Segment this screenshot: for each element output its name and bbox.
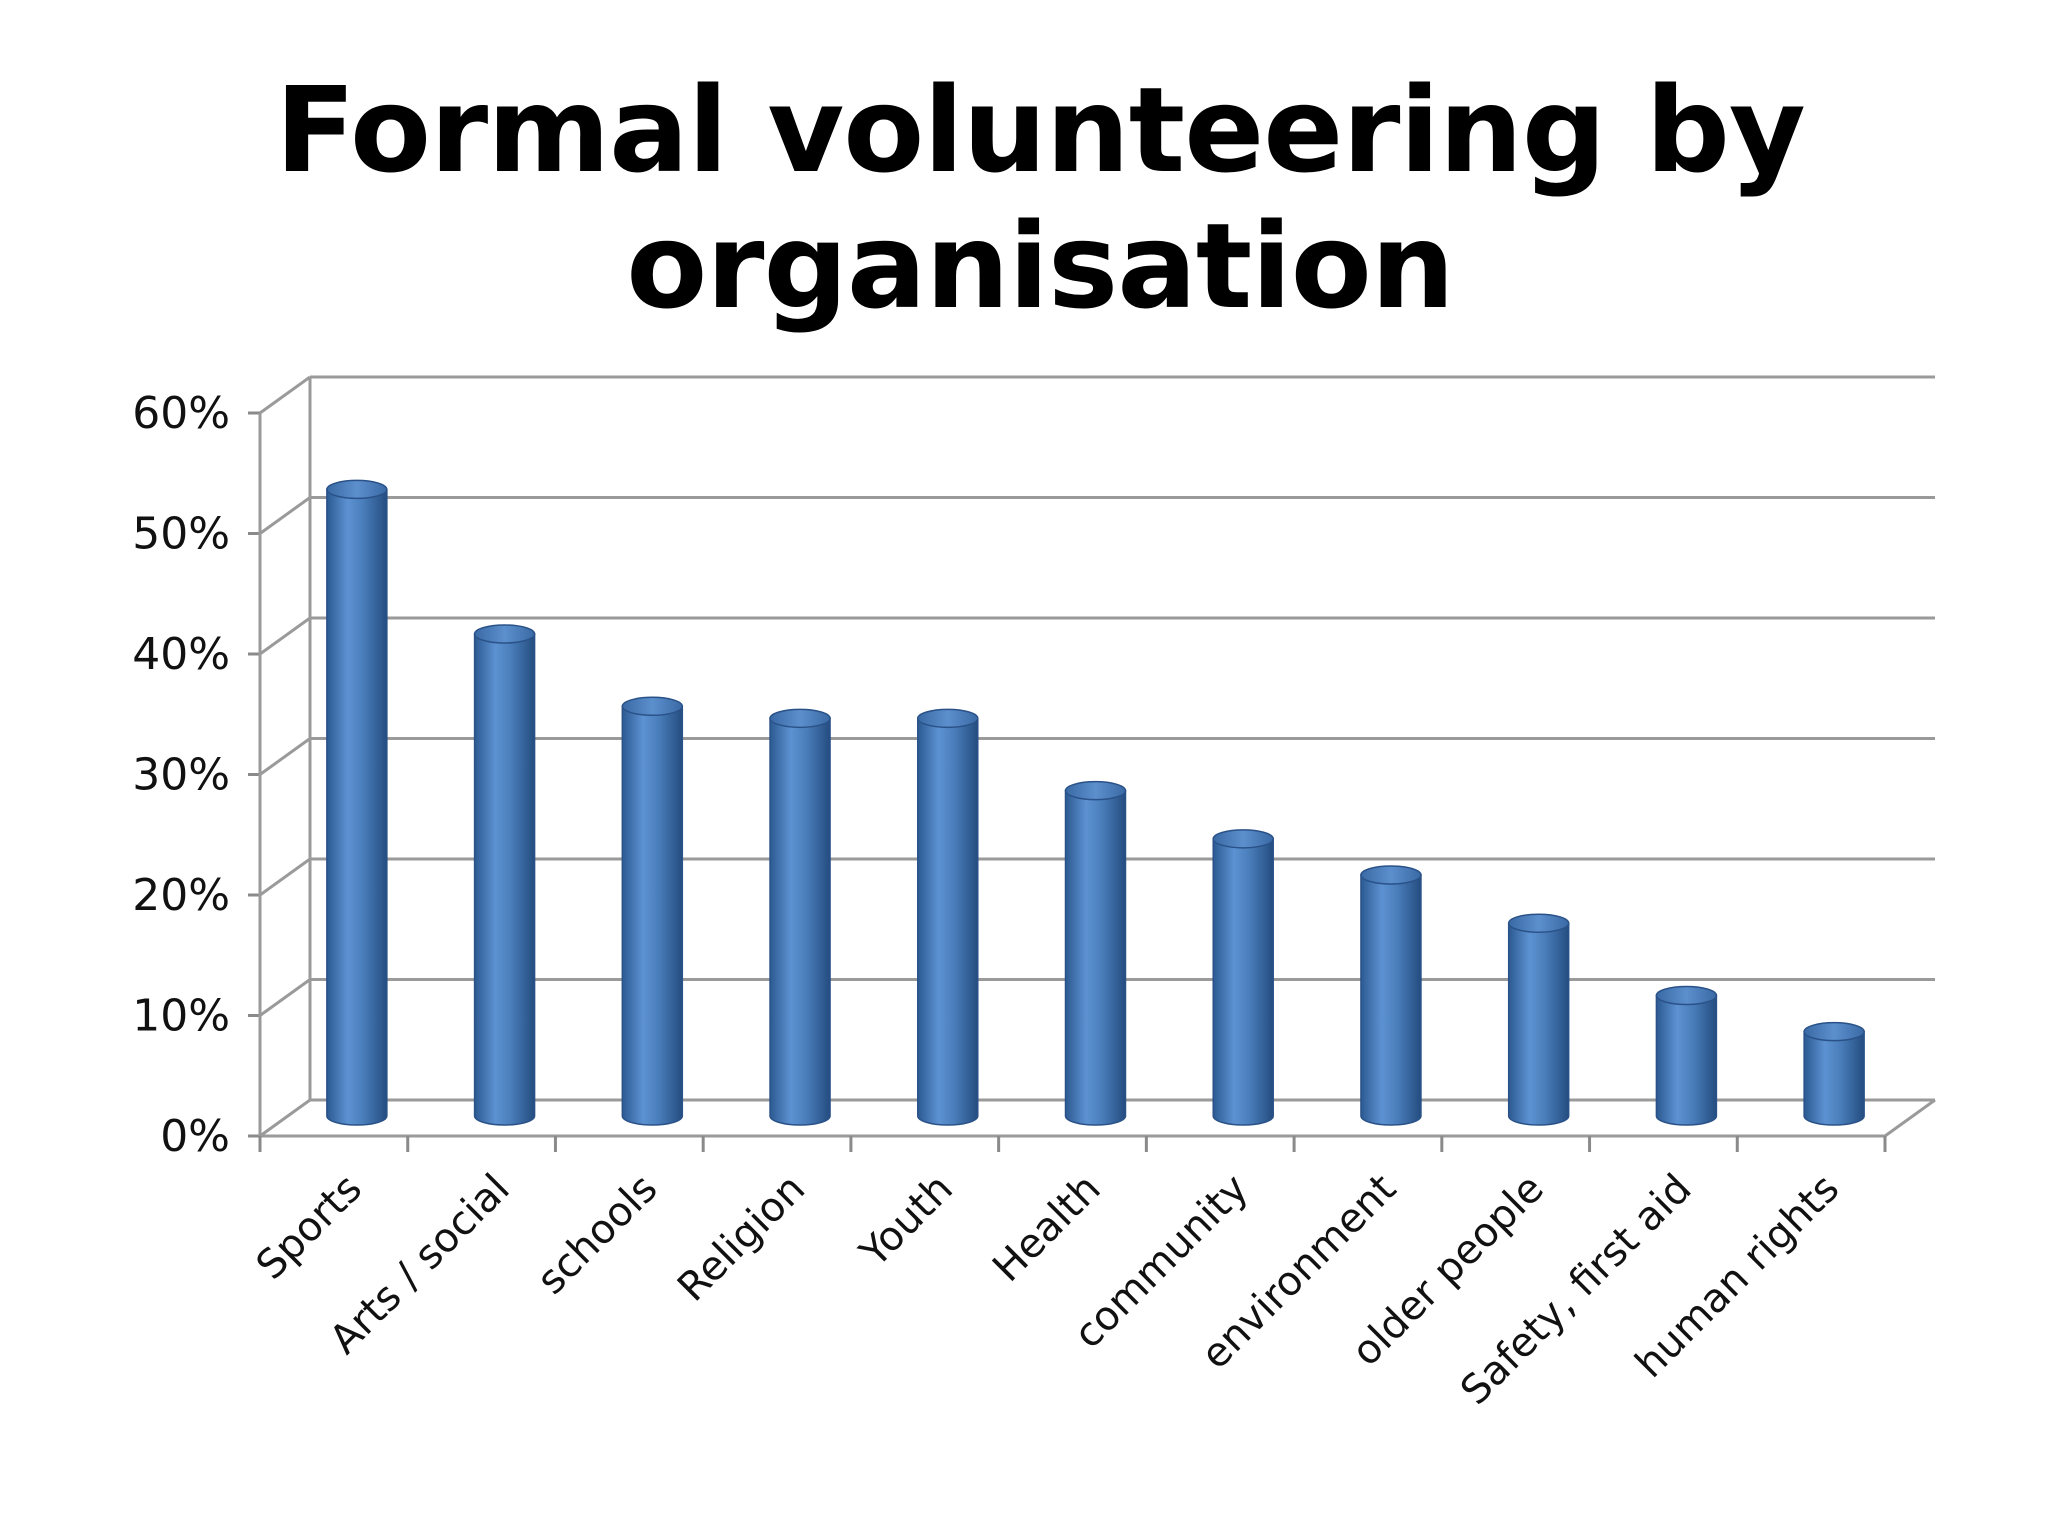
bar-top (473, 624, 536, 644)
gridline-connector (259, 616, 311, 656)
gridline-connector (259, 857, 311, 897)
bar-top (1655, 985, 1718, 1006)
bar-body (326, 488, 388, 1126)
bar (473, 624, 536, 1126)
gridline-connector (259, 496, 311, 535)
bar-top (1212, 829, 1274, 849)
bar-body (1803, 1030, 1865, 1126)
bars-layer (326, 479, 1865, 1126)
bar-body (473, 633, 536, 1126)
bar (326, 479, 388, 1126)
bar (1360, 865, 1422, 1126)
bar-top (1507, 913, 1570, 933)
x-category-label: Religion (669, 1166, 814, 1311)
gridline-connector (259, 737, 311, 776)
bar (1212, 829, 1274, 1126)
bar-body (1212, 838, 1274, 1126)
bar-top (769, 708, 831, 729)
bar-body (1360, 874, 1422, 1126)
bar-body (769, 717, 831, 1126)
gridline-connector (259, 375, 311, 415)
chart-title: Formal volunteering by organisation (275, 61, 1806, 335)
bar-body (1064, 789, 1127, 1126)
bar-body (1655, 994, 1718, 1126)
y-tick-label: 60% (132, 388, 230, 439)
bar-body (917, 717, 979, 1126)
x-category-label: Sports (248, 1166, 371, 1289)
bar (621, 696, 684, 1126)
x-category-label: schools (528, 1166, 666, 1304)
y-tick-label: 50% (132, 509, 230, 560)
bar (1507, 913, 1570, 1126)
bar-top (621, 696, 684, 717)
bar (769, 708, 831, 1126)
bar-body (621, 705, 684, 1126)
x-category-label: Health (984, 1166, 1109, 1291)
bar (1655, 985, 1718, 1126)
gridline-connector (259, 978, 311, 1017)
bar-top (1360, 865, 1422, 885)
bar (1064, 780, 1127, 1126)
y-tick-label: 30% (132, 750, 230, 801)
y-tick-label: 40% (132, 629, 230, 680)
y-tick-label: 20% (132, 870, 230, 921)
bar-body (1507, 922, 1570, 1126)
bar (1803, 1021, 1865, 1126)
bar-top (1803, 1021, 1865, 1042)
bar (917, 708, 979, 1126)
bar-top (1064, 780, 1127, 801)
y-tick-label: 0% (160, 1111, 230, 1162)
bar-top (917, 708, 979, 729)
x-category-label: Youth (851, 1166, 962, 1277)
floor-edge (1884, 1098, 1936, 1138)
gridline-connector (259, 1098, 311, 1138)
bar-top (326, 479, 388, 500)
y-tick-label: 10% (132, 991, 230, 1042)
